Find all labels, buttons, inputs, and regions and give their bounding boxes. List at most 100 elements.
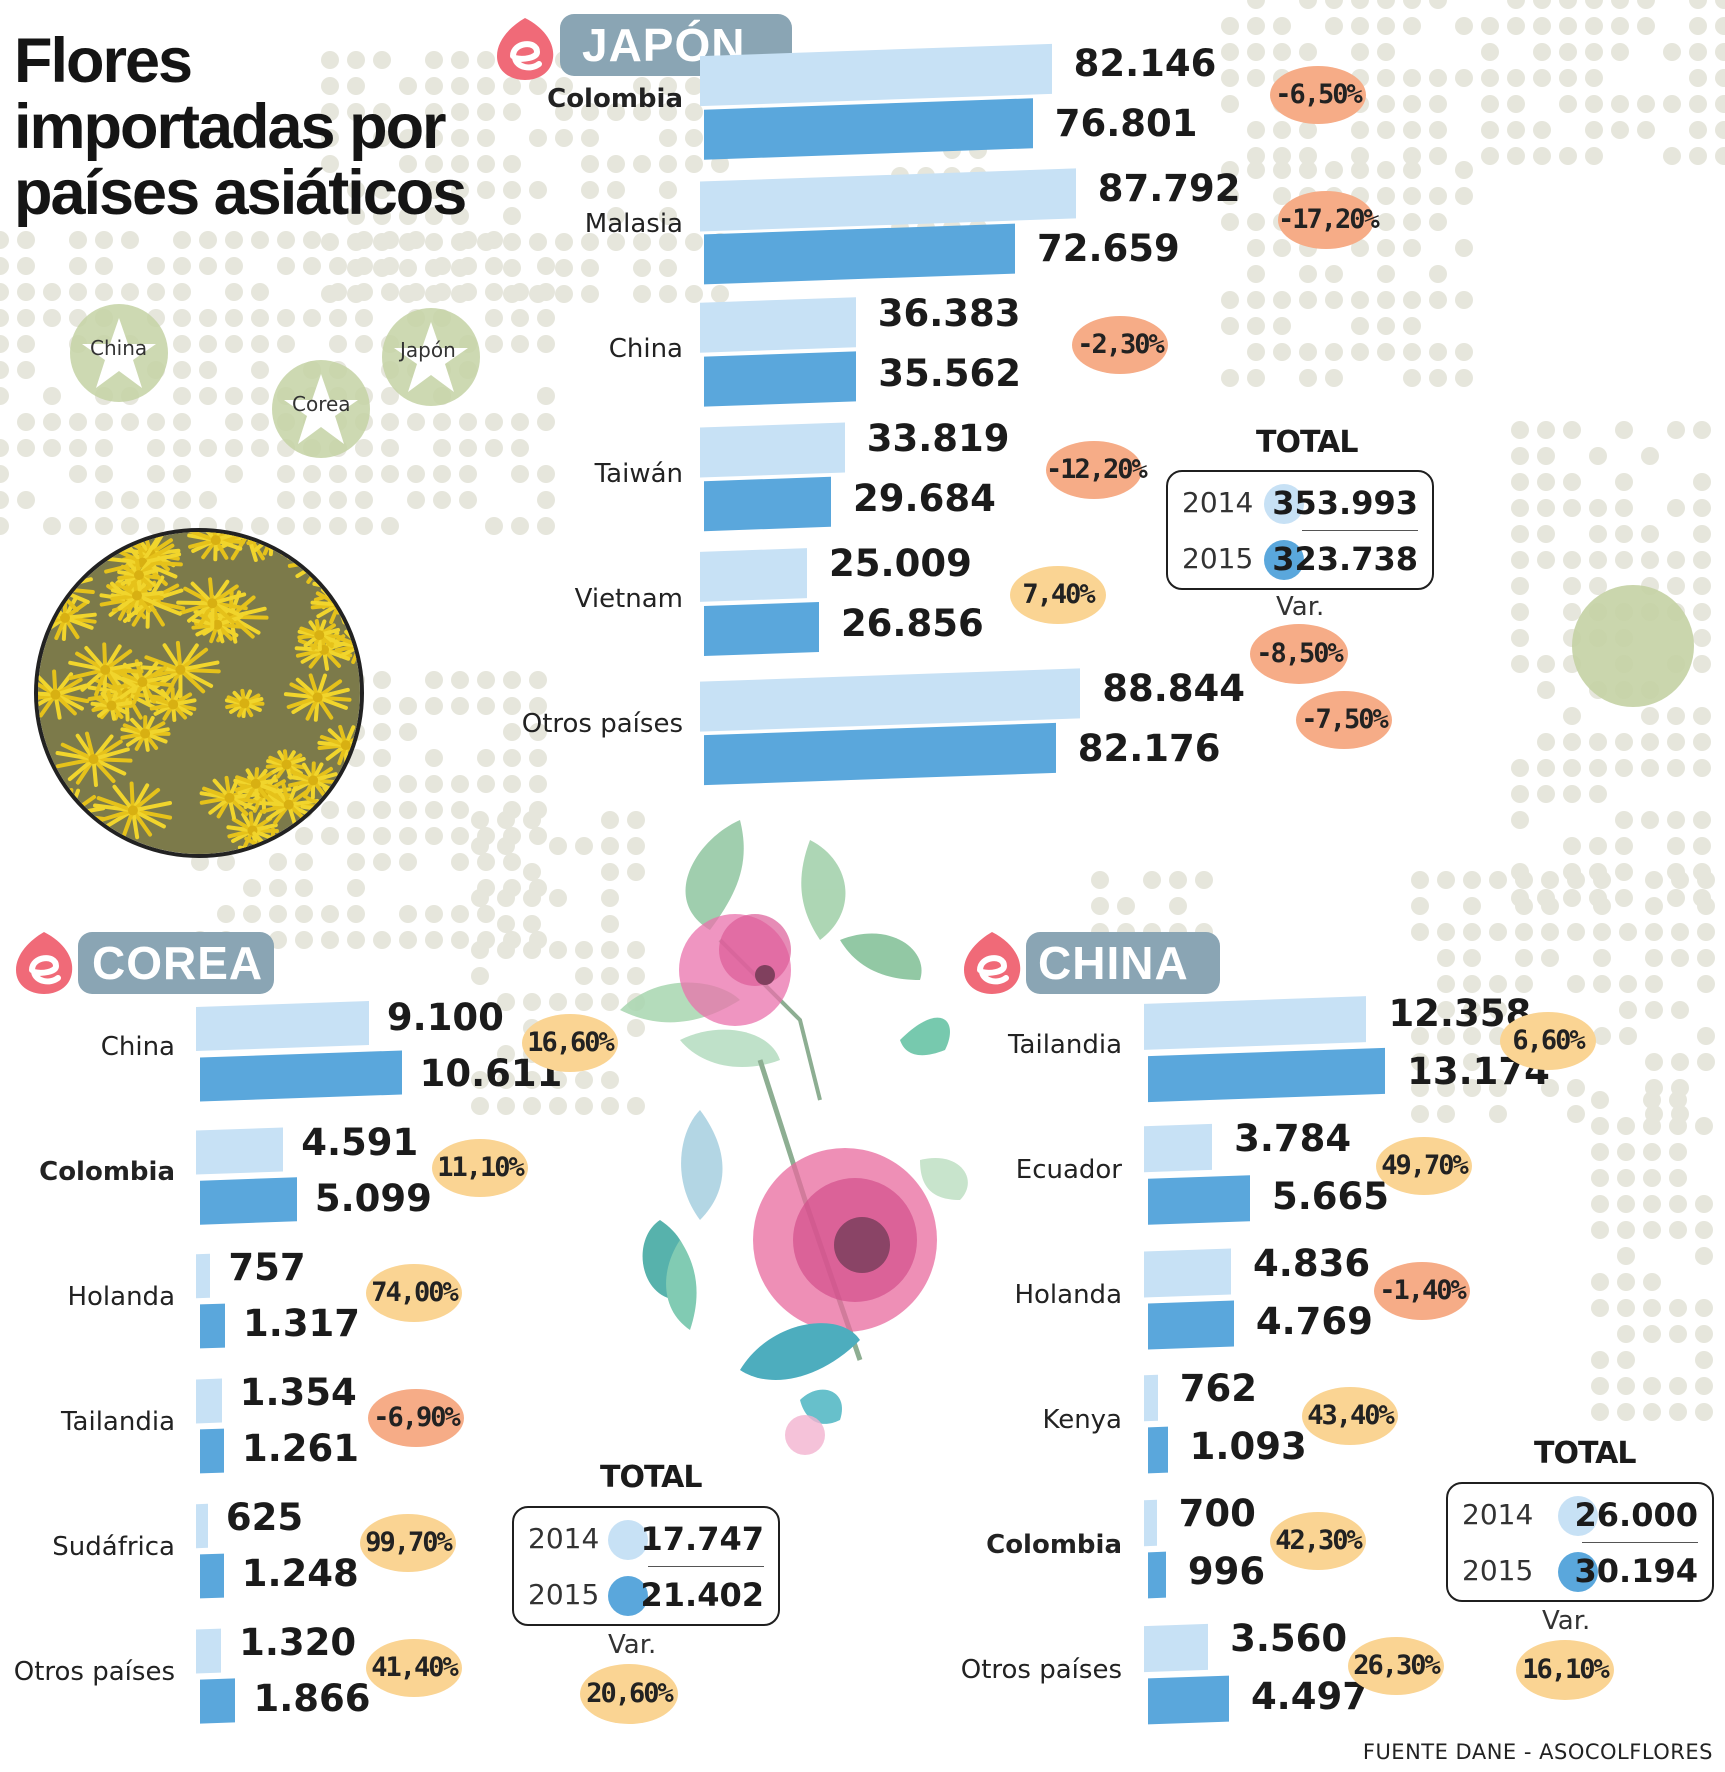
map-dot bbox=[581, 129, 599, 147]
map-dot bbox=[537, 491, 555, 509]
map-dot bbox=[1537, 785, 1555, 803]
map-dot bbox=[601, 837, 619, 855]
map-dot bbox=[537, 413, 555, 431]
map-dot bbox=[1693, 551, 1711, 569]
map-dot bbox=[303, 309, 321, 327]
total-separator bbox=[1582, 1542, 1698, 1543]
map-dot bbox=[1591, 1091, 1609, 1109]
map-dot bbox=[1273, 291, 1291, 309]
map-dot bbox=[1645, 897, 1663, 915]
flower-center bbox=[250, 778, 261, 789]
map-dot bbox=[1437, 975, 1455, 993]
map-dot bbox=[1689, 43, 1707, 61]
map-dot bbox=[1403, 121, 1421, 139]
map-dot bbox=[1377, 17, 1395, 35]
map-dot bbox=[1641, 707, 1659, 725]
map-dot bbox=[1533, 0, 1551, 9]
flower-center bbox=[127, 805, 138, 816]
map-dot bbox=[633, 259, 651, 277]
value-label-2015: 1.866 bbox=[253, 1677, 371, 1720]
corea-map-label: Corea bbox=[292, 392, 351, 416]
map-dot bbox=[1541, 923, 1559, 941]
map-dot bbox=[537, 257, 555, 275]
map-dot bbox=[1511, 603, 1529, 621]
map-dot bbox=[1559, 0, 1577, 9]
map-dot bbox=[497, 993, 515, 1011]
map-dot bbox=[381, 439, 399, 457]
map-dot bbox=[1489, 975, 1507, 993]
petal bbox=[96, 796, 135, 813]
map-dot bbox=[1489, 1105, 1507, 1123]
map-dot bbox=[1429, 369, 1447, 387]
map-dot bbox=[1377, 265, 1395, 283]
flower-center bbox=[168, 699, 179, 710]
map-dot bbox=[1247, 213, 1265, 231]
variation-badge: 6,60% bbox=[1500, 1012, 1596, 1070]
petal bbox=[178, 660, 220, 672]
map-dot bbox=[537, 309, 555, 327]
map-dot bbox=[251, 387, 269, 405]
logo-icon bbox=[16, 932, 73, 994]
category-label: Otros países bbox=[960, 1655, 1122, 1685]
map-dot bbox=[633, 285, 651, 303]
map-dot bbox=[95, 231, 113, 249]
map-dot bbox=[1299, 147, 1317, 165]
map-dot bbox=[477, 181, 495, 199]
petal bbox=[60, 742, 96, 762]
value-label-2014: 88.844 bbox=[1102, 667, 1246, 710]
map-dot bbox=[529, 827, 547, 845]
map-dot bbox=[497, 1097, 515, 1115]
map-dot bbox=[1299, 0, 1317, 9]
value-label-2014: 4.836 bbox=[1253, 1242, 1371, 1285]
map-dot bbox=[1615, 551, 1633, 569]
map-dot bbox=[1641, 759, 1659, 777]
petal bbox=[144, 655, 183, 672]
petal bbox=[334, 641, 360, 648]
map-dot bbox=[497, 941, 515, 959]
map-dot bbox=[1437, 923, 1455, 941]
map-dot bbox=[1589, 577, 1607, 595]
map-dot bbox=[523, 941, 541, 959]
map-dot bbox=[433, 491, 451, 509]
variation-badge: -2,30% bbox=[1072, 316, 1168, 374]
flower-center bbox=[207, 598, 218, 609]
map-dot bbox=[1403, 147, 1421, 165]
map-dot bbox=[1589, 759, 1607, 777]
map-dot bbox=[1611, 17, 1629, 35]
map-dot bbox=[1585, 69, 1603, 87]
value-label-2014: 25.009 bbox=[829, 542, 972, 585]
value-label-2014: 4.591 bbox=[301, 1121, 419, 1164]
map-dot bbox=[373, 801, 391, 819]
map-dot bbox=[1645, 949, 1663, 967]
map-dot bbox=[1563, 577, 1581, 595]
map-dot bbox=[43, 517, 61, 535]
map-dot bbox=[69, 465, 87, 483]
map-dot bbox=[1671, 949, 1689, 967]
map-dot bbox=[1617, 1299, 1635, 1317]
map-dot bbox=[1585, 17, 1603, 35]
map-dot bbox=[1455, 187, 1473, 205]
value-label-2015: 1.093 bbox=[1189, 1425, 1307, 1468]
total-year-2015: 2015 bbox=[1462, 1554, 1534, 1587]
petal bbox=[124, 691, 159, 711]
map-dot bbox=[1563, 473, 1581, 491]
value-label-2014: 3.784 bbox=[1234, 1117, 1352, 1160]
map-dot bbox=[1617, 1377, 1635, 1395]
map-dot bbox=[1563, 837, 1581, 855]
map-dot bbox=[537, 335, 555, 353]
logo-icon bbox=[497, 18, 554, 80]
map-dot bbox=[1481, 147, 1499, 165]
legend-dot-2014 bbox=[1558, 1496, 1598, 1536]
map-dot bbox=[575, 1097, 593, 1115]
map-dot bbox=[173, 309, 191, 327]
map-dot bbox=[471, 811, 489, 829]
map-dot bbox=[1247, 291, 1265, 309]
map-dot bbox=[1537, 421, 1555, 439]
map-dot bbox=[1533, 121, 1551, 139]
map-dot bbox=[251, 309, 269, 327]
map-dot bbox=[373, 775, 391, 793]
map-dot bbox=[1667, 811, 1685, 829]
map-dot bbox=[425, 155, 443, 173]
map-dot bbox=[1537, 759, 1555, 777]
map-dot bbox=[17, 309, 35, 327]
